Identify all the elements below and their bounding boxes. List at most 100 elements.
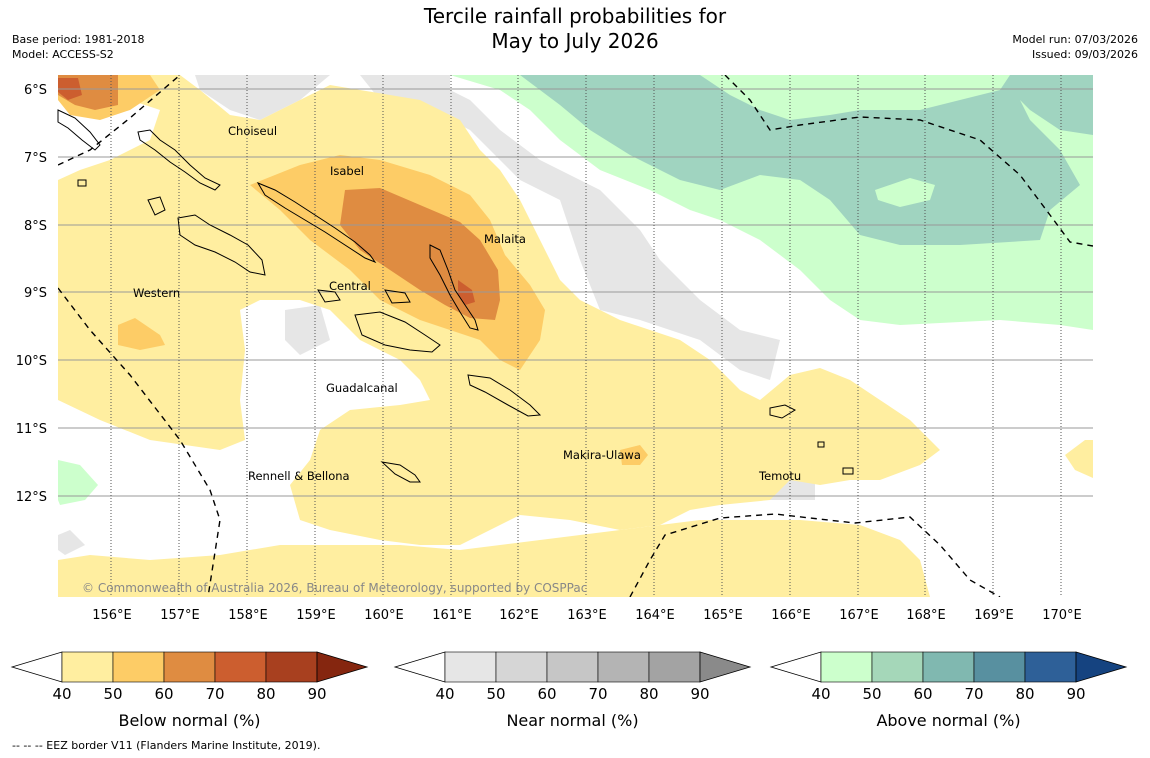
- legend-tick-label: 90: [690, 685, 709, 703]
- legend-arrow-low: [393, 651, 446, 683]
- lon-label: 159°E: [296, 608, 336, 623]
- legend-swatch: [163, 651, 216, 683]
- legend-swatch: [648, 651, 701, 683]
- lat-label: 7°S: [24, 151, 47, 166]
- eez-footnote: -- -- -- EEZ border V11 (Flanders Marine…: [12, 739, 321, 752]
- above-normal-area: [875, 178, 935, 207]
- lon-label: 161°E: [432, 608, 472, 623]
- lon-label: 169°E: [974, 608, 1014, 623]
- label-rennell-bellona: Rennell & Bellona: [248, 469, 350, 483]
- metadata-right: Model run: 07/03/2026 Issued: 09/03/2026: [1012, 32, 1138, 62]
- lat-label: 10°S: [16, 354, 47, 369]
- legend-title: Near normal (%): [506, 711, 638, 730]
- title-line-1: Tercile rainfall probabilities for: [423, 4, 727, 28]
- near-normal-area: [195, 75, 330, 120]
- base-period: Base period: 1981-2018: [12, 33, 145, 46]
- label-makira-ulawa: Makira-Ulawa: [563, 448, 641, 462]
- lat-label: 9°S: [24, 286, 47, 301]
- lon-label: 160°E: [364, 608, 404, 623]
- legend-arrow-high: [699, 651, 752, 683]
- legend-tick-label: 50: [486, 685, 505, 703]
- title-line-2: May to July 2026: [491, 29, 659, 53]
- island-florida: [317, 289, 341, 303]
- label-choiseul: Choiseul: [228, 124, 277, 138]
- coastlines: [57, 109, 854, 483]
- legend-tick-label: 50: [103, 685, 122, 703]
- label-central: Central: [329, 279, 371, 293]
- chart-title: Tercile rainfall probabilities for May t…: [0, 4, 1150, 54]
- near-normal-area: [285, 305, 330, 355]
- latitude-grid: [58, 88, 1093, 497]
- island-new-georgia: [177, 214, 266, 276]
- lon-label: 166°E: [771, 608, 811, 623]
- legend-tick-label: 60: [913, 685, 932, 703]
- island-isabel: [256, 181, 377, 264]
- legend-above-normal: 40 50 60 70 80 90 Above normal (%): [769, 651, 1128, 730]
- legend-tick-label: 80: [639, 685, 658, 703]
- lat-label: 12°S: [16, 490, 47, 505]
- legend-tick-label: 60: [537, 685, 556, 703]
- legend-tick-label: 70: [205, 685, 224, 703]
- lon-label: 163°E: [567, 608, 607, 623]
- lon-label: 158°E: [228, 608, 268, 623]
- legend-tick-label: 60: [154, 685, 173, 703]
- lon-label: 156°E: [92, 608, 132, 623]
- longitude-labels: 156°E 157°E 158°E 159°E 160°E 161°E 162°…: [92, 608, 1082, 623]
- lon-label: 165°E: [703, 608, 743, 623]
- legend-tick-label: 70: [588, 685, 607, 703]
- legend-swatch: [546, 651, 599, 683]
- legend-tick-label: 40: [435, 685, 454, 703]
- legend-arrow-low: [769, 651, 822, 683]
- legend-swatch: [112, 651, 165, 683]
- lat-label: 11°S: [16, 422, 47, 437]
- label-guadalcanal: Guadalcanal: [326, 381, 398, 395]
- latitude-labels: 6°S 7°S 8°S 9°S 10°S 11°S 12°S: [16, 83, 47, 505]
- legend-tick-label: 90: [307, 685, 326, 703]
- legend-swatch: [265, 651, 318, 683]
- below-normal-area: [118, 318, 165, 350]
- legend-near-normal: 40 50 60 70 80 90 Near normal (%): [393, 651, 752, 730]
- lon-label: 162°E: [499, 608, 539, 623]
- lat-label: 6°S: [24, 83, 47, 98]
- legend-tick-label: 50: [862, 685, 881, 703]
- legend-swatch: [495, 651, 548, 683]
- lon-label: 157°E: [160, 608, 200, 623]
- lon-label: 167°E: [839, 608, 879, 623]
- legend-tick-label: 80: [256, 685, 275, 703]
- longitude-grid: [110, 75, 1062, 597]
- legend-swatch: [61, 651, 114, 683]
- legend-tick-label: 70: [964, 685, 983, 703]
- legend-swatch: [1024, 651, 1077, 683]
- model-run: Model run: 07/03/2026: [1012, 33, 1138, 46]
- legend-title: Above normal (%): [876, 711, 1020, 730]
- lat-label: 8°S: [24, 219, 47, 234]
- legend-arrow-high: [316, 651, 369, 683]
- metadata-left: Base period: 1981-2018 Model: ACCESS-S2: [12, 32, 144, 62]
- legend-title: Below normal (%): [118, 711, 260, 730]
- legend-tick-label: 90: [1066, 685, 1085, 703]
- copyright-notice: © Commonwealth of Australia 2026, Bureau…: [82, 581, 587, 595]
- legend-arrow-low: [10, 651, 63, 683]
- above-normal-area: [520, 75, 1093, 245]
- island-shortland: [77, 179, 87, 187]
- island-rennell: [380, 461, 421, 483]
- label-malaita: Malaita: [484, 232, 526, 246]
- above-normal-area: [58, 460, 98, 505]
- near-normal-area: [58, 530, 85, 555]
- legend-swatch: [444, 651, 497, 683]
- legend-swatch: [597, 651, 650, 683]
- lon-label: 164°E: [635, 608, 675, 623]
- island-bougainville-tip: [57, 109, 101, 151]
- label-isabel: Isabel: [330, 164, 364, 178]
- island-vella-lavella: [147, 196, 166, 216]
- legend-arrow-high: [1075, 651, 1128, 683]
- region-labels: Choiseul Isabel Malaita Western Central …: [133, 124, 801, 483]
- below-normal-area: [620, 445, 648, 465]
- island-choiseul: [137, 129, 221, 191]
- legend-tick-label: 40: [811, 685, 830, 703]
- island-malaita: [429, 244, 479, 331]
- island-guadalcanal: [354, 311, 441, 353]
- island-nendo: [769, 404, 797, 419]
- below-normal-area: [1065, 440, 1093, 478]
